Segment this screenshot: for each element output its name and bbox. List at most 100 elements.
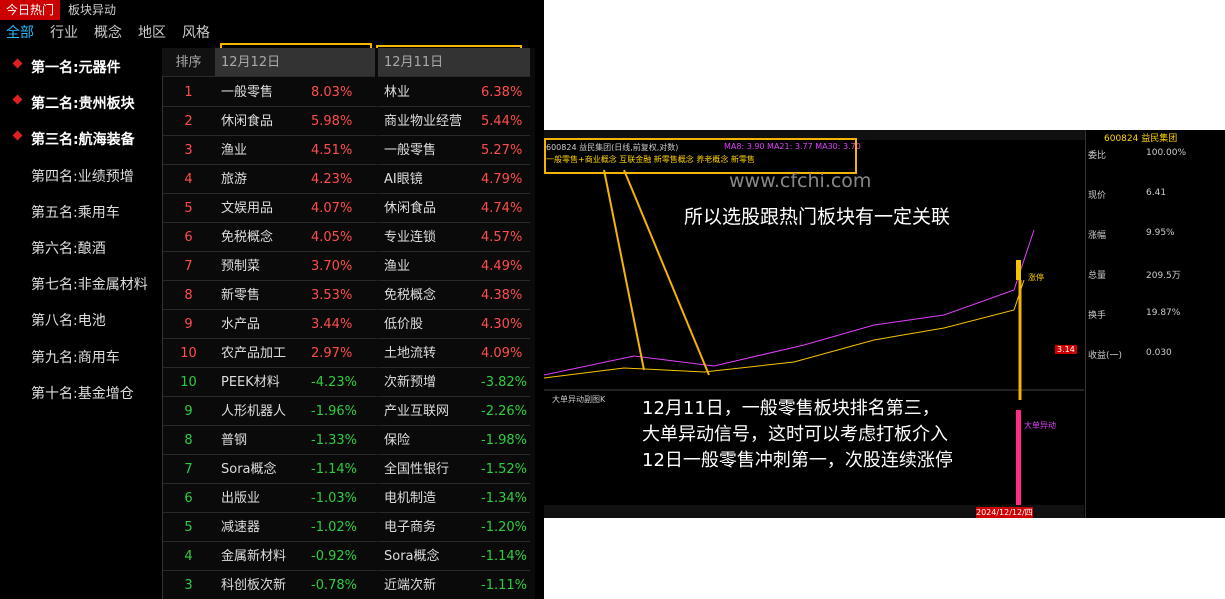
- quote-label: 涨幅: [1088, 231, 1107, 241]
- table-cell: 8: [162, 426, 215, 455]
- table-cell: -1.33%: [305, 426, 377, 455]
- table-cell: -1.98%: [475, 426, 530, 455]
- bullet: [12, 130, 23, 141]
- table-cell: -1.02%: [305, 513, 377, 542]
- table-header: 12月12日: [215, 48, 375, 77]
- table-cell: 预制菜: [215, 252, 305, 281]
- table-cell: 休闲食品: [215, 107, 305, 136]
- quote-value: 0.030: [1146, 348, 1172, 358]
- signal-label: 大单异动: [1024, 421, 1056, 430]
- annotation: 所以选股跟热门板块有一定关联: [684, 206, 951, 228]
- table-cell: -1.14%: [305, 455, 377, 484]
- table-cell: 专业连锁: [378, 223, 475, 252]
- arrow: [623, 169, 710, 376]
- kline-chart: 600824 益民集团(日线,前复权,对数) MA8: 3.90 MA21: 3…: [544, 130, 1225, 518]
- table-cell: -1.03%: [305, 484, 377, 513]
- sub-tab[interactable]: 概念: [94, 25, 122, 41]
- quote-label: 委比: [1088, 151, 1107, 161]
- sub-tab[interactable]: 全部: [6, 25, 34, 41]
- table-cell: 农产品加工: [215, 339, 305, 368]
- table-cell: 保险: [378, 426, 475, 455]
- table-cell: 4.30%: [475, 310, 530, 339]
- table-cell: 水产品: [215, 310, 305, 339]
- table-cell: 3.70%: [305, 252, 377, 281]
- table-cell: 3: [162, 571, 215, 599]
- table-cell: 林业: [378, 78, 475, 107]
- concepts: 一般零售+商业概念 互联金融 新零售概念 养老概念 新零售: [546, 155, 755, 164]
- rank-item[interactable]: 第九名:商用车: [31, 349, 120, 366]
- annotation-line: 12月11日，一般零售板块排名第三，: [642, 398, 940, 419]
- table-cell: 土地流转: [378, 339, 475, 368]
- table-cell: 4.79%: [475, 165, 530, 194]
- table-cell: 科创板次新: [215, 571, 305, 599]
- rank-item[interactable]: 第二名:贵州板块: [31, 96, 135, 113]
- table-cell: 3.53%: [305, 281, 377, 310]
- table-cell: 1: [162, 78, 215, 107]
- table-cell: -1.20%: [475, 513, 530, 542]
- quote-value: 209.5万: [1146, 271, 1181, 281]
- table-cell: 免税概念: [215, 223, 305, 252]
- quote-value: 19.87%: [1146, 308, 1181, 318]
- table-cell: 4.23%: [305, 165, 377, 194]
- table-cell: -1.34%: [475, 484, 530, 513]
- table-cell: 新零售: [215, 281, 305, 310]
- quote-label: 现价: [1088, 191, 1107, 201]
- table-cell: 商业物业经营: [378, 107, 475, 136]
- chart-title: 600824 益民集团(日线,前复权,对数): [546, 143, 679, 152]
- table-cell: 电子商务: [378, 513, 475, 542]
- ma-legend: MA8: 3.90 MA21: 3.77 MA30: 3.70: [724, 142, 861, 151]
- table-cell: 免税概念: [378, 281, 475, 310]
- quote-value: 6.41: [1146, 188, 1167, 198]
- tab[interactable]: 板块异动: [68, 3, 117, 17]
- table-cell: 出版业: [215, 484, 305, 513]
- table-cell: 9: [162, 310, 215, 339]
- table-cell: 7: [162, 252, 215, 281]
- table-cell: 电机制造: [378, 484, 475, 513]
- quote-panel: 600824 益民集团 委比 100.00% 现价 6.41 涨幅 9.95% 总量 209.…: [1085, 130, 1225, 518]
- rank-item[interactable]: 第十名:基金增仓: [31, 385, 134, 402]
- table-cell: -1.52%: [475, 455, 530, 484]
- ma-line: [544, 279, 1025, 379]
- quote-value: 9.95%: [1146, 228, 1175, 238]
- table-cell: 3.44%: [305, 310, 377, 339]
- table-cell: -2.26%: [475, 397, 530, 426]
- rank-item[interactable]: 第三名:航海装备: [31, 132, 135, 149]
- rank-item[interactable]: 第一名:元器件: [31, 60, 121, 76]
- table-cell: 渔业: [215, 136, 305, 165]
- sub-tab[interactable]: 风格: [182, 25, 210, 41]
- sub-tab[interactable]: 地区: [138, 25, 166, 41]
- table-cell: 4: [162, 165, 215, 194]
- table-cell: 5.98%: [305, 107, 377, 136]
- table-cell: -0.92%: [305, 542, 377, 571]
- annotation: 12月11日，一般零售板块排名第三， 大单异动信号，这时可以考虑打板介入 12日…: [642, 396, 953, 474]
- sub-tab[interactable]: 行业: [50, 25, 78, 41]
- table-cell: 金属新材料: [215, 542, 305, 571]
- table-cell: -1.11%: [475, 571, 530, 599]
- table-cell: AI眼镜: [378, 165, 475, 194]
- rank-item[interactable]: 第四名:业绩预增: [31, 168, 134, 185]
- rank-item[interactable]: 第七名:非金属材料: [31, 277, 148, 294]
- table-cell: 9: [162, 397, 215, 426]
- table-cell: 4: [162, 542, 215, 571]
- rank-item[interactable]: 第六名:酿酒: [31, 241, 106, 257]
- rank-item[interactable]: 第五名:乘用车: [31, 204, 120, 221]
- table-cell: 5.44%: [475, 107, 530, 136]
- annotation-line: 12日一般零售冲刺第一，次股连续涨停: [642, 450, 953, 471]
- arrow: [603, 169, 645, 371]
- table-cell: 一般零售: [378, 136, 475, 165]
- tab[interactable]: 今日热门: [0, 0, 60, 20]
- table-cell: 3: [162, 136, 215, 165]
- toolbar: [544, 130, 1225, 140]
- limit-label: 涨停: [1028, 273, 1044, 282]
- table-cell: 人形机器人: [215, 397, 305, 426]
- table-cell: PEEK材料: [215, 368, 305, 397]
- table-cell: 8: [162, 281, 215, 310]
- table-cell: -4.23%: [305, 368, 377, 397]
- watermark: www.cfchi.com: [729, 170, 872, 192]
- table-header: 排序: [162, 48, 215, 77]
- table-cell: 5: [162, 513, 215, 542]
- rank-item[interactable]: 第八名:电池: [31, 313, 106, 330]
- table-cell: 渔业: [378, 252, 475, 281]
- table-cell: 4.57%: [475, 223, 530, 252]
- table-cell: 次新预增: [378, 368, 475, 397]
